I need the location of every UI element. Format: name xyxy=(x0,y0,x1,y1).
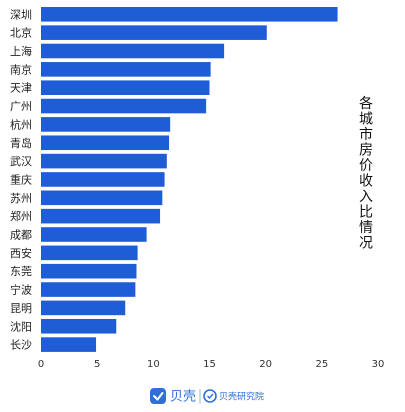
chart-title-group: 各城市房价收入比情况 xyxy=(359,96,373,252)
bar-9 xyxy=(41,172,165,187)
category-label: 广州 xyxy=(10,100,32,113)
category-label: 武汉 xyxy=(10,155,32,168)
logo-footer: 贝壳 贝壳研究院 xyxy=(150,388,264,405)
category-label: 青岛 xyxy=(10,136,32,150)
bar-10 xyxy=(41,190,163,206)
bar-14 xyxy=(41,263,137,279)
category-label: 北京 xyxy=(10,26,32,40)
x-tick-label: 30 xyxy=(372,359,385,370)
bar-5 xyxy=(41,98,207,114)
category-label: 郑州 xyxy=(10,209,32,223)
bar-18 xyxy=(41,337,97,352)
bar-0 xyxy=(41,7,338,22)
logo-sub-text: 贝壳研究院 xyxy=(219,391,264,403)
category-label: 昆明 xyxy=(10,302,32,315)
bar-17 xyxy=(41,318,117,334)
bar-3 xyxy=(41,62,211,77)
category-label: 南京 xyxy=(10,62,32,76)
beike-logo-icon xyxy=(150,388,166,404)
x-tick-label: 20 xyxy=(259,359,272,370)
category-label: 长沙 xyxy=(10,339,32,352)
x-tick-label: 15 xyxy=(203,359,216,370)
bar-1 xyxy=(41,25,267,40)
category-label: 沈阳 xyxy=(10,319,32,333)
x-axis: 0 5 10 15 20 25 30 xyxy=(38,359,385,370)
beike-research-icon xyxy=(203,389,217,403)
category-label: 深圳 xyxy=(10,8,32,21)
category-label: 杭州 xyxy=(10,117,32,131)
bar-2 xyxy=(41,43,225,59)
category-label: 重庆 xyxy=(10,172,32,186)
bar-15 xyxy=(41,282,136,297)
category-label: 成都 xyxy=(10,229,32,242)
bar-12 xyxy=(41,227,147,242)
category-label: 西安 xyxy=(10,246,32,260)
chart-title: 各城市房价收入比情况 xyxy=(359,96,373,252)
bar-8 xyxy=(41,153,167,169)
bars-group xyxy=(41,7,338,352)
bar-4 xyxy=(41,80,210,95)
category-label: 宁波 xyxy=(10,283,32,297)
bar-13 xyxy=(41,245,138,261)
x-tick-label: 0 xyxy=(38,359,44,370)
bar-7 xyxy=(41,135,170,151)
category-label: 上海 xyxy=(10,44,32,58)
bar-6 xyxy=(41,117,171,132)
category-label: 苏州 xyxy=(10,192,32,205)
x-tick-label: 5 xyxy=(94,359,100,370)
logo-main-text: 贝壳 xyxy=(170,390,196,405)
bar-16 xyxy=(41,300,126,316)
x-tick-label: 25 xyxy=(315,359,328,370)
x-tick-label: 10 xyxy=(147,359,160,370)
category-label: 东莞 xyxy=(10,265,32,278)
bar-11 xyxy=(41,208,161,224)
category-label: 天津 xyxy=(10,82,32,95)
